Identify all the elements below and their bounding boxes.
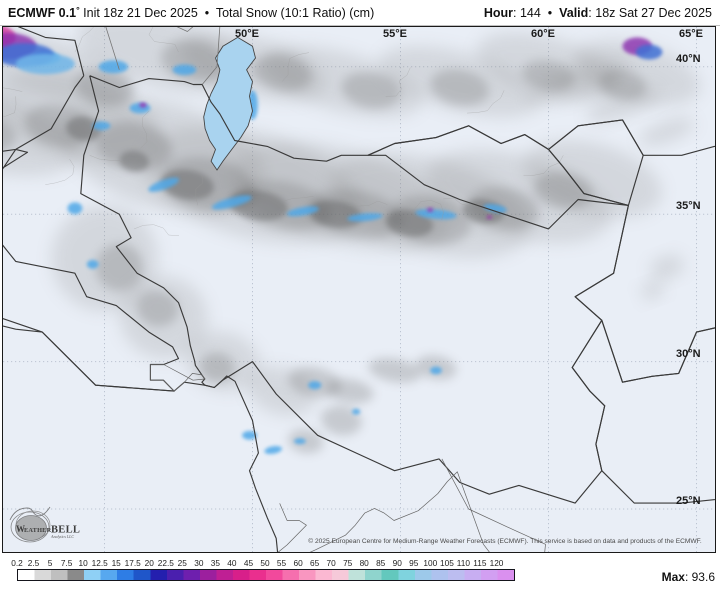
svg-text:EATHER: EATHER [24, 527, 52, 534]
svg-text:30°N: 30°N [676, 348, 701, 360]
svg-text:60°E: 60°E [531, 28, 555, 40]
svg-text:55°E: 55°E [383, 28, 407, 40]
svg-text:65°E: 65°E [679, 28, 703, 40]
svg-text:35°N: 35°N [676, 200, 701, 212]
svg-text:50°E: 50°E [235, 28, 259, 40]
svg-text:25°N: 25°N [676, 495, 701, 507]
svg-text:40°N: 40°N [676, 53, 701, 65]
svg-text:Analytics LLC: Analytics LLC [50, 534, 74, 539]
